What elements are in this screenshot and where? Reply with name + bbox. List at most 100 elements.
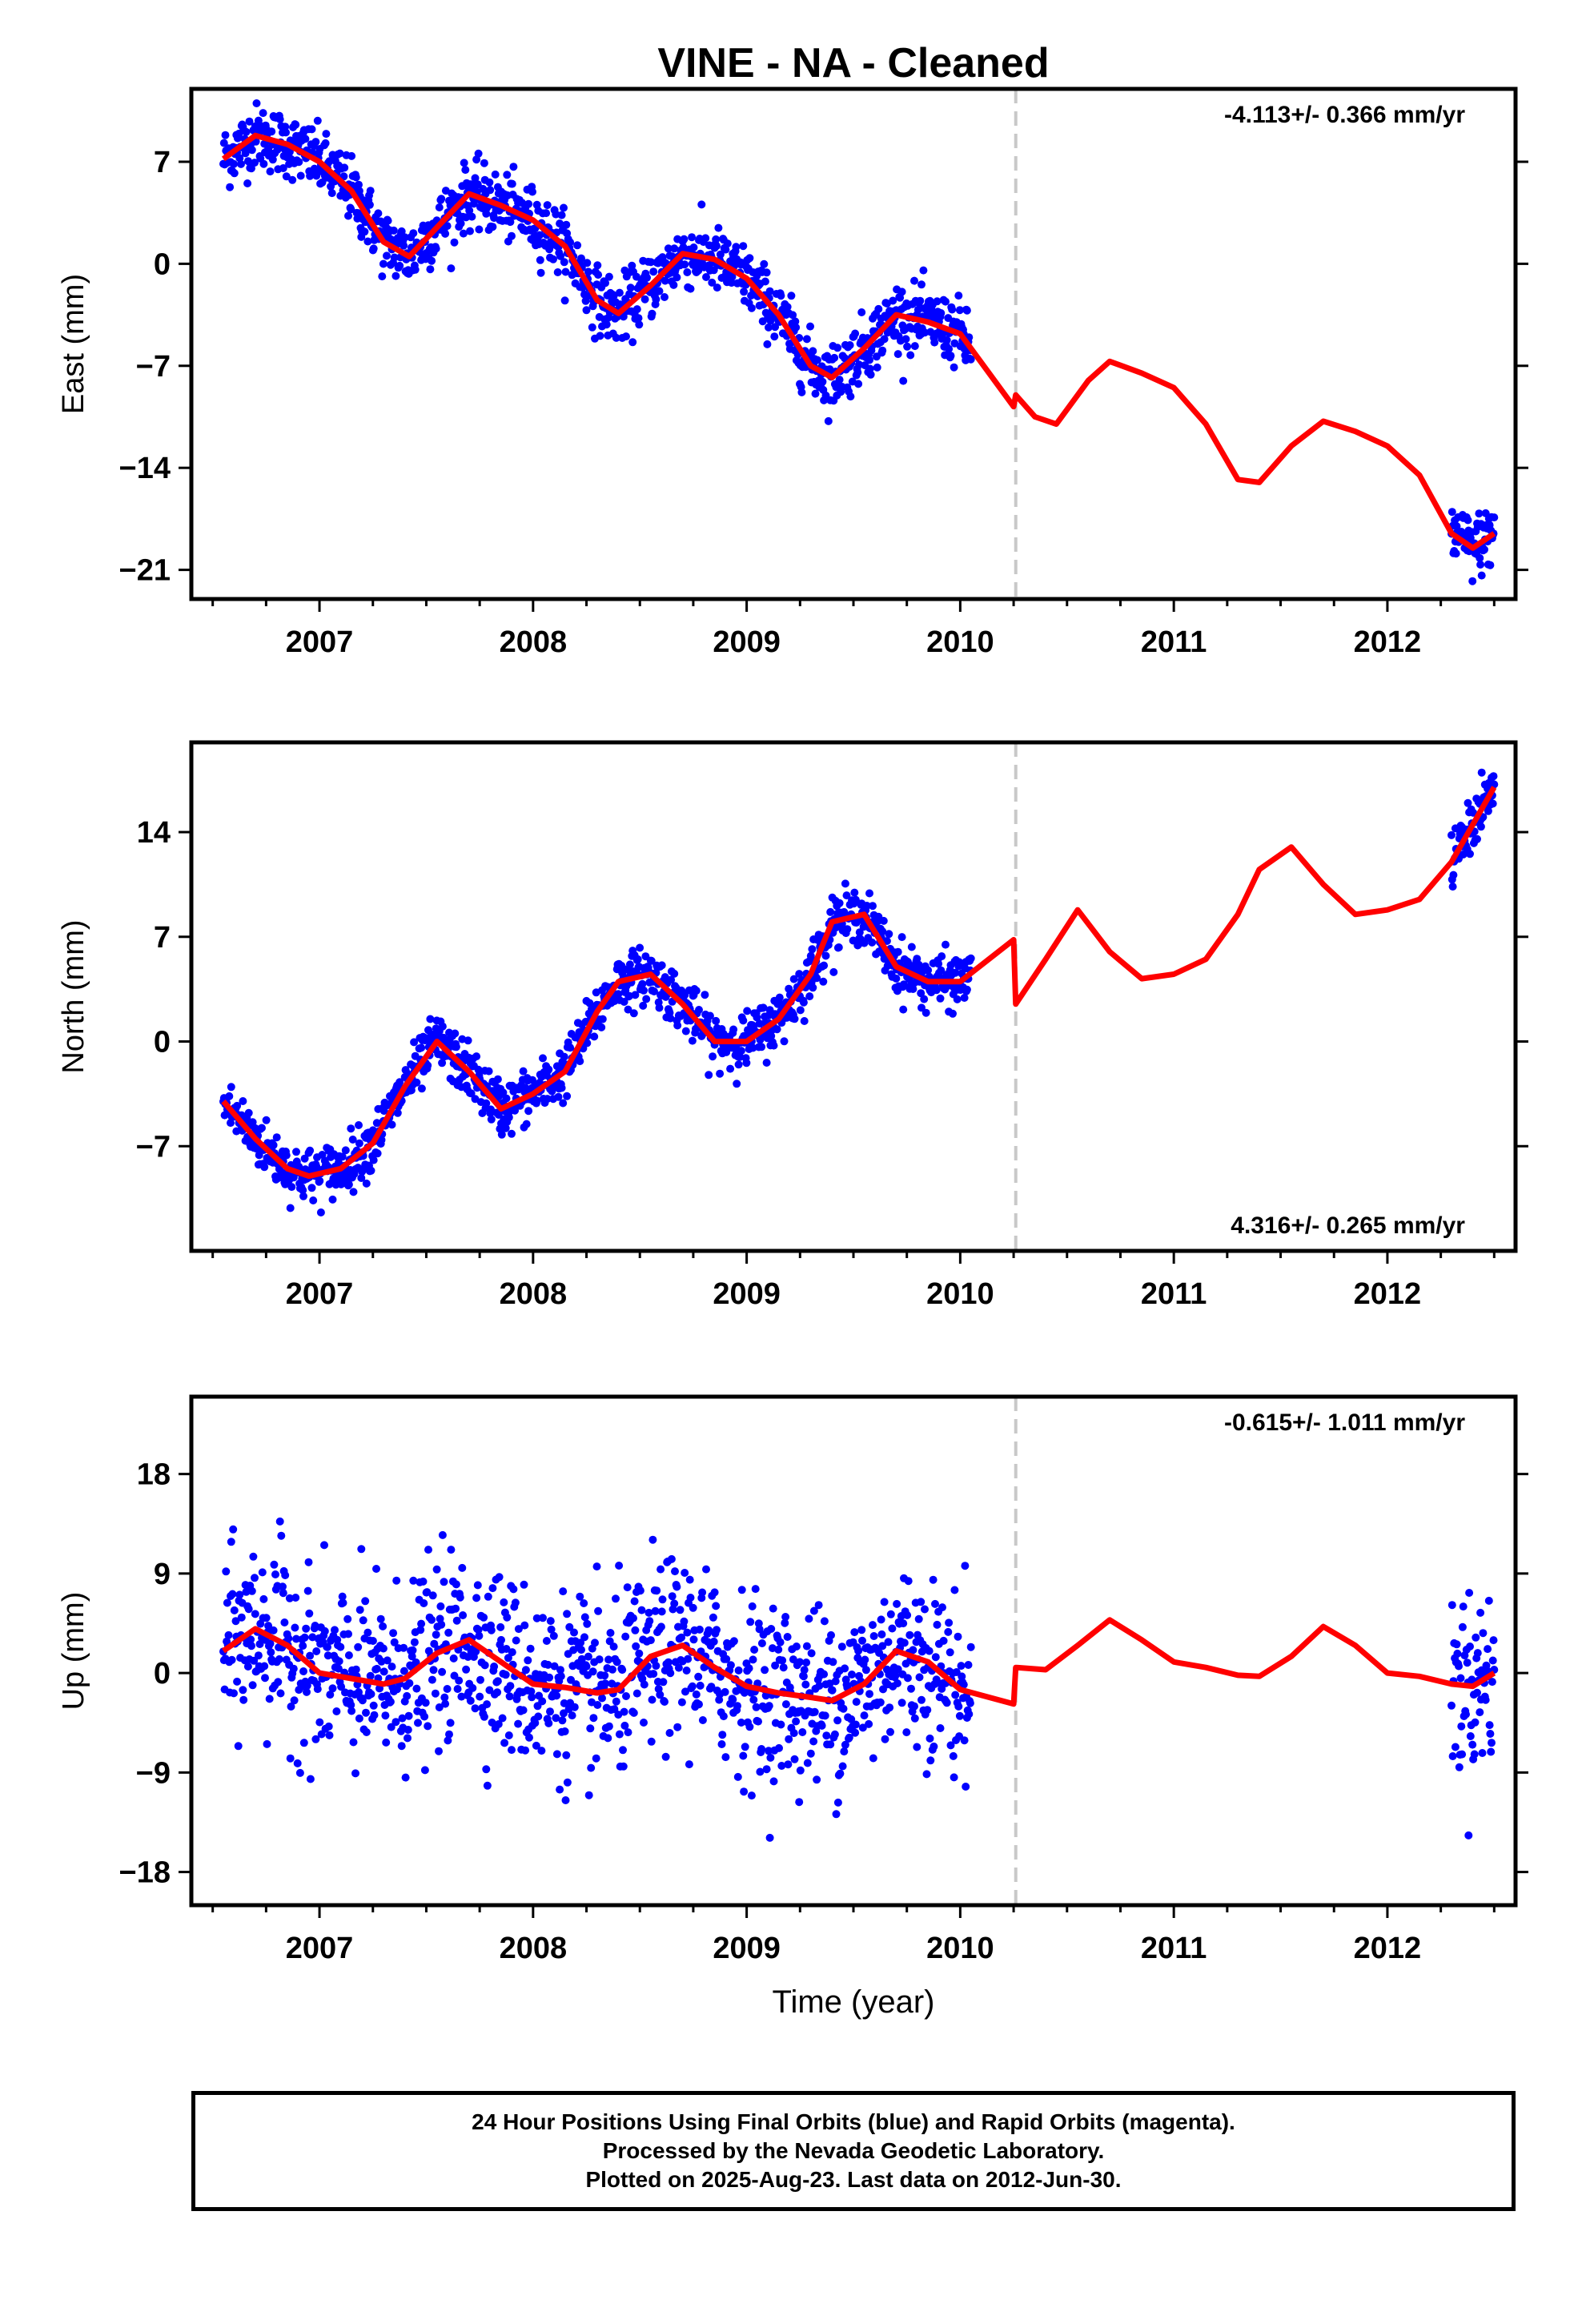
- up-data-point: [689, 1635, 698, 1644]
- up-data-point: [459, 1611, 468, 1619]
- up-data-point: [696, 1681, 705, 1690]
- north-data-point: [953, 995, 962, 1003]
- east-data-point: [889, 296, 897, 305]
- up-data-point: [455, 1676, 464, 1685]
- north-data-point: [412, 1078, 421, 1087]
- up-data-point: [293, 1759, 302, 1767]
- north-data-point: [244, 1108, 253, 1117]
- up-data-point: [644, 1608, 653, 1617]
- up-data-point: [645, 1617, 654, 1626]
- up-data-point: [1478, 1749, 1487, 1757]
- up-data-point: [269, 1626, 278, 1634]
- north-data-point: [563, 1092, 572, 1100]
- north-data-point: [1448, 883, 1457, 891]
- up-data-point: [656, 1691, 665, 1699]
- east-data-point: [689, 243, 698, 251]
- up-data-point: [280, 1618, 289, 1626]
- up-data-point: [775, 1743, 783, 1752]
- east-data-point: [806, 322, 814, 331]
- up-data-point: [966, 1699, 974, 1707]
- east-data-point: [708, 278, 717, 287]
- up-data-point: [558, 1716, 567, 1725]
- up-data-point: [658, 1595, 667, 1604]
- north-data-point: [532, 1096, 541, 1105]
- east-data-point: [680, 235, 689, 243]
- up-data-point: [534, 1712, 543, 1721]
- up-data-point: [408, 1646, 417, 1655]
- north-data-point: [258, 1124, 266, 1132]
- north-data-point: [932, 986, 941, 995]
- up-data-point: [1455, 1763, 1464, 1771]
- north-data-point: [907, 943, 916, 951]
- east-data-point: [1476, 553, 1484, 562]
- up-data-point: [490, 1663, 499, 1671]
- up-y-axis-label: Up (mm): [57, 1592, 90, 1711]
- east-data-point: [1490, 513, 1499, 522]
- up-data-point: [379, 1667, 388, 1676]
- east-data-point: [802, 335, 811, 344]
- north-data-point: [780, 1037, 789, 1046]
- up-data-point: [830, 1730, 839, 1739]
- up-data-point: [1455, 1662, 1463, 1671]
- north-data-points: [219, 768, 1499, 1216]
- up-data-point: [922, 1770, 931, 1779]
- east-data-point: [865, 356, 873, 364]
- up-data-point: [379, 1644, 387, 1653]
- up-data-point: [576, 1592, 584, 1601]
- north-data-point: [357, 1174, 366, 1182]
- x-tick-label: 2010: [926, 625, 994, 659]
- y-tick-label: 9: [154, 1558, 171, 1591]
- up-data-point: [796, 1766, 805, 1775]
- north-data-point: [790, 1015, 799, 1023]
- up-data-point: [737, 1586, 746, 1594]
- up-data-point: [926, 1756, 935, 1765]
- x-tick-label: 2007: [286, 625, 354, 659]
- up-data-point: [468, 1683, 477, 1692]
- north-data-point: [497, 1130, 506, 1139]
- up-data-point: [1488, 1678, 1496, 1687]
- east-data-point: [301, 135, 310, 143]
- up-data-point: [902, 1728, 911, 1737]
- up-data-point: [946, 1741, 955, 1750]
- up-data-point: [498, 1714, 507, 1723]
- up-data-point: [351, 1769, 359, 1778]
- up-data-point: [509, 1585, 518, 1594]
- east-data-point: [809, 347, 817, 356]
- footer-line-3: Plotted on 2025-Aug-23. Last data on 201…: [585, 2167, 1122, 2192]
- up-data-point: [938, 1603, 946, 1612]
- up-data-point: [302, 1624, 311, 1633]
- north-data-point: [239, 1097, 247, 1105]
- up-data-point: [592, 1562, 601, 1571]
- up-data-point: [381, 1711, 390, 1720]
- east-data-point: [268, 155, 277, 164]
- up-data-point: [851, 1720, 860, 1729]
- up-data-point: [1476, 1608, 1485, 1617]
- up-data-point: [354, 1642, 363, 1651]
- east-data-point: [340, 163, 349, 172]
- north-data-point: [379, 1107, 388, 1116]
- up-data-point: [420, 1599, 428, 1607]
- up-data-point: [247, 1586, 256, 1595]
- up-data-point: [750, 1646, 759, 1654]
- up-data-point: [379, 1622, 387, 1630]
- up-data-point: [559, 1587, 568, 1596]
- up-data-point: [754, 1717, 762, 1726]
- up-data-point: [865, 1719, 873, 1728]
- east-data-point: [566, 238, 575, 247]
- east-data-point: [374, 209, 383, 218]
- up-data-point: [387, 1663, 396, 1671]
- east-data-point: [383, 216, 392, 225]
- up-data-point: [449, 1654, 458, 1663]
- up-data-point: [303, 1687, 311, 1696]
- east-data-point: [396, 261, 404, 270]
- north-data-point: [519, 1067, 528, 1076]
- up-data-point: [271, 1570, 279, 1578]
- up-data-point: [682, 1667, 691, 1675]
- x-tick-label: 2011: [1141, 625, 1207, 659]
- north-data-point: [362, 1179, 371, 1188]
- up-data-point: [1453, 1649, 1462, 1658]
- up-data-point: [751, 1585, 760, 1594]
- up-data-point: [822, 1731, 831, 1740]
- north-data-point: [769, 1041, 778, 1050]
- north-data-point: [705, 1011, 714, 1020]
